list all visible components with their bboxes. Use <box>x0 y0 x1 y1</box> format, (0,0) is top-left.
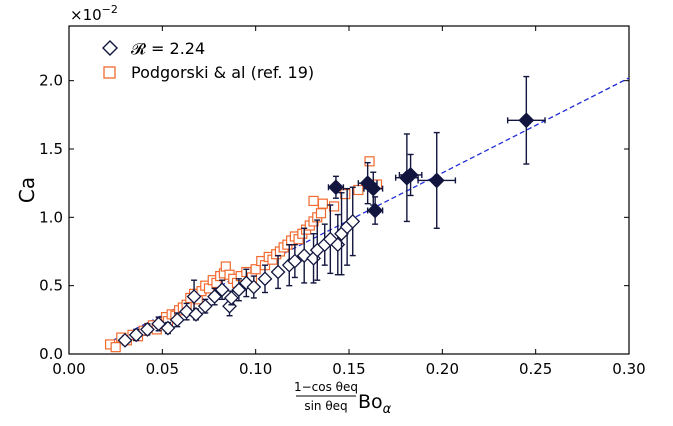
x-axis-label-denominator: sin θeq <box>304 399 347 413</box>
data-point-diamond-filled <box>402 167 419 183</box>
data-point-diamond-open <box>197 298 213 314</box>
data-point-diamond-open <box>139 321 155 337</box>
data-point-podgorski <box>328 201 340 212</box>
data-point-diamond-open <box>214 282 230 298</box>
x-tick-label: 0.10 <box>239 360 272 378</box>
data-point-diamond-open <box>188 306 204 322</box>
legend-label-podgorski: Podgorski & al (ref. 19) <box>131 63 314 82</box>
y-multiplier: ×10−2 <box>70 3 118 24</box>
data-point-diamond-open <box>207 289 223 305</box>
data-point-diamond-open <box>257 271 273 287</box>
y-tick-label: 0.5 <box>39 277 63 295</box>
data-point-podgorski <box>110 342 121 353</box>
x-axis-label-numerator: 1−cos θeq <box>294 380 358 394</box>
data-point-diamond-open <box>231 282 247 298</box>
x-tick-label: 0.30 <box>612 360 645 378</box>
data-point-diamond-open <box>287 253 303 269</box>
y-tick-label: 1.0 <box>39 208 63 226</box>
legend-diamond-marker <box>102 40 118 56</box>
legend-square-marker <box>103 66 116 79</box>
y-tick-label: 2.0 <box>39 72 63 90</box>
data-point-podgorski <box>340 189 351 200</box>
y-axis-ticks: 0.0 0.5 1.0 1.5 2.0 <box>39 72 629 363</box>
data-point-diamond-open <box>270 264 286 280</box>
x-tick-label: 0.15 <box>332 360 365 378</box>
data-point-diamond-open <box>117 332 133 348</box>
data-point-podgorski <box>317 198 328 209</box>
data-point-podgorski <box>364 156 375 167</box>
data-point-diamond-filled <box>518 112 535 129</box>
legend: 𝓡 = 2.24 Podgorski & al (ref. 19) <box>102 39 314 82</box>
data-point-podgorski <box>315 208 327 219</box>
data-point-diamond-open <box>160 320 176 336</box>
y-tick-label: 1.5 <box>39 140 63 158</box>
x-axis-label: 1−cos θeq sin θeq Boα <box>294 380 392 417</box>
data-point-diamond-open <box>246 279 262 295</box>
data-point-diamond-open <box>128 327 144 343</box>
x-axis-ticks: 0.00 0.05 0.10 0.15 0.20 0.25 0.30 <box>52 26 646 378</box>
y-axis-label: Ca <box>15 177 39 203</box>
data-point-diamond-filled <box>365 180 382 197</box>
legend-label-r224: 𝓡 = 2.24 <box>131 39 205 58</box>
data-point-diamond-filled <box>328 179 344 196</box>
data-point-diamond-open <box>186 289 202 305</box>
data-point-diamond-filled <box>367 202 384 219</box>
x-axis-label-main: Boα <box>358 391 392 417</box>
data-point-diamond-open <box>223 290 239 306</box>
x-tick-label: 0.20 <box>426 360 459 378</box>
x-tick-label: 0.05 <box>146 360 179 378</box>
x-tick-label: 0.00 <box>52 360 85 378</box>
data-point-diamond-filled <box>428 172 445 189</box>
x-tick-label: 0.25 <box>519 360 552 378</box>
r-2-24-series <box>117 75 546 348</box>
data-point-podgorski <box>308 195 319 207</box>
data-point-diamond-open <box>345 214 361 229</box>
y-tick-label: 0.0 <box>39 345 63 363</box>
